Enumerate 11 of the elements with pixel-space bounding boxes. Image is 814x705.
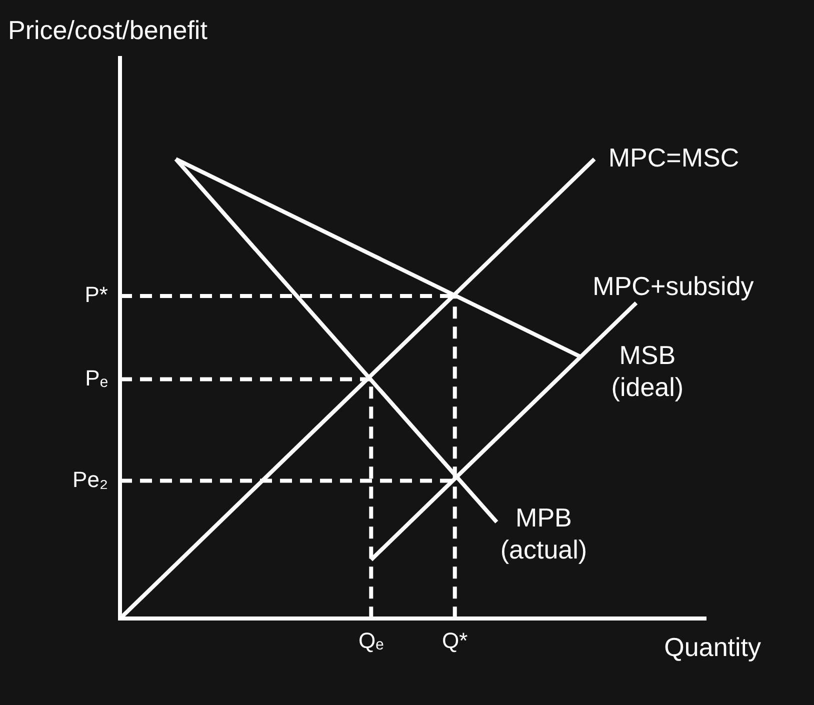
series-label: MPC+subsidy — [592, 271, 754, 302]
series-label: MPB (actual) — [500, 502, 588, 564]
x-tick-label: Q* — [442, 628, 468, 653]
y-axis-title: Price/cost/benefit — [8, 15, 208, 46]
ref-line-label: P* — [84, 282, 108, 308]
ref-line-label: Pₑ — [85, 365, 108, 390]
series-label: MPC=MSC — [608, 142, 740, 172]
ref-line-label: Pe₂ — [72, 466, 108, 492]
x-axis-title: Quantity — [664, 632, 761, 662]
series-label: MSB (ideal) — [611, 340, 684, 402]
x-tick-label: Qₑ — [358, 628, 384, 653]
